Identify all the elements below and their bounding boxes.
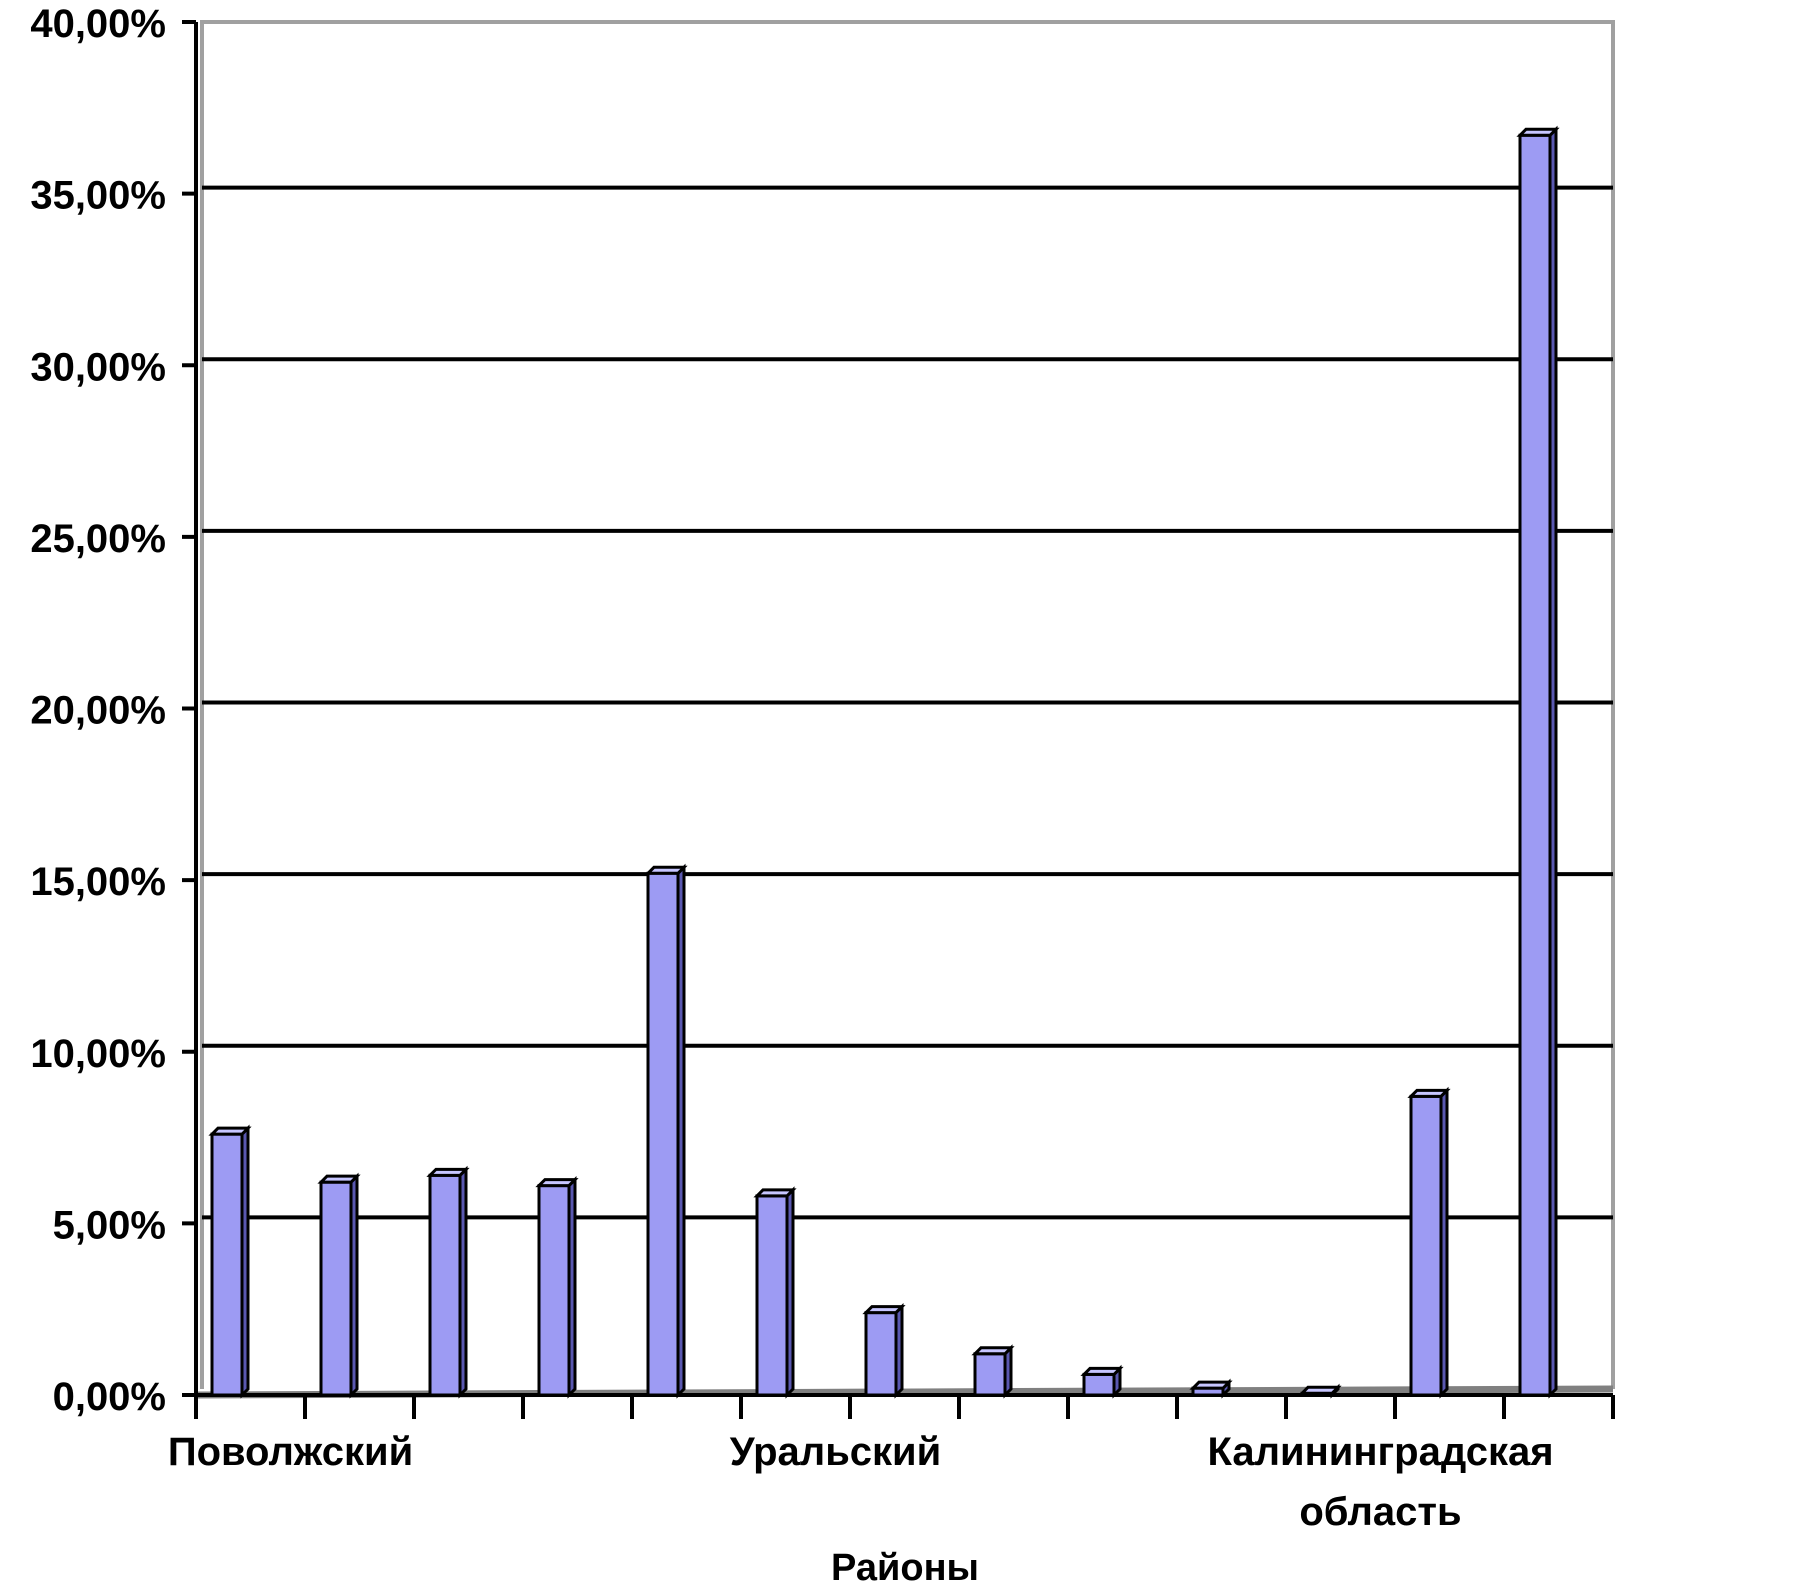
bar [753, 1186, 797, 1399]
bar-top [862, 1305, 906, 1315]
bar-front [537, 1184, 571, 1397]
bar-side [1439, 1086, 1449, 1399]
bar [535, 1175, 579, 1399]
bar-top [971, 1346, 1015, 1356]
bar [208, 1124, 252, 1399]
bar-side [240, 1124, 250, 1399]
y-axis [182, 20, 198, 1397]
y-tick-label: 5,00% [53, 1203, 166, 1247]
bar [1189, 1378, 1233, 1399]
y-tick-labels: 0,00% 5,00% 10,00% 15,00% 20,00% 25,00% 30,00%… [30, 2, 166, 1419]
bar-front [1518, 133, 1552, 1397]
bar-top [208, 1126, 252, 1136]
y-tick-label: 0,00% [53, 1375, 166, 1419]
bar-top [1298, 1385, 1342, 1395]
bar-top [753, 1188, 797, 1198]
bar-front [428, 1173, 462, 1397]
x-tick-labels: Поволжский Уральский Калининградская област… [168, 1430, 1554, 1534]
bar-front [1409, 1094, 1443, 1397]
bar [1298, 1383, 1342, 1399]
y-tick-label: 40,00% [30, 2, 166, 46]
bar [1516, 125, 1560, 1399]
bar [644, 863, 688, 1399]
bar-front [755, 1194, 789, 1397]
bar [971, 1344, 1015, 1399]
plot-frame-line [200, 20, 1615, 1389]
bar-top [1407, 1088, 1451, 1098]
y-tick-label: 10,00% [30, 1032, 166, 1076]
bar [1080, 1364, 1124, 1399]
bar-front [319, 1180, 353, 1397]
bars [208, 125, 1560, 1399]
y-tick-label: 35,00% [30, 174, 166, 218]
y-tick-label: 30,00% [30, 345, 166, 389]
bar-side [1548, 125, 1558, 1399]
bar-side [458, 1165, 468, 1399]
bar-top [1516, 127, 1560, 137]
bar-side [349, 1172, 359, 1399]
bar-side [894, 1302, 904, 1399]
grid-lines [195, 185, 1614, 1399]
bar-side [785, 1186, 795, 1399]
bar-top [1189, 1380, 1233, 1390]
y-tick-label: 15,00% [30, 860, 166, 904]
bar-front [864, 1311, 898, 1397]
bar-front [1082, 1372, 1116, 1397]
x-axis [194, 1393, 1615, 1419]
bar-top [644, 865, 688, 875]
bar-top [317, 1174, 361, 1184]
y-tick-label: 20,00% [30, 689, 166, 733]
x-tick-label: Калининградская область [1207, 1430, 1553, 1534]
x-tick-label: Поволжский [168, 1430, 413, 1474]
bar [426, 1165, 470, 1399]
x-axis-title: Районы [831, 1547, 979, 1585]
bar-side [567, 1175, 577, 1399]
bar [317, 1172, 361, 1399]
bar-top [426, 1167, 470, 1177]
bar-front [973, 1352, 1007, 1397]
bar-top [1080, 1366, 1124, 1376]
plot-frame [200, 20, 1615, 1389]
bar [1407, 1086, 1451, 1399]
bar-front [210, 1132, 244, 1397]
bar-top [535, 1178, 579, 1188]
y-tick-label: 25,00% [30, 517, 166, 561]
bar-side [676, 863, 686, 1399]
x-tick-label: Уральский [730, 1430, 941, 1474]
bar [862, 1302, 906, 1399]
bar-front [646, 871, 680, 1397]
